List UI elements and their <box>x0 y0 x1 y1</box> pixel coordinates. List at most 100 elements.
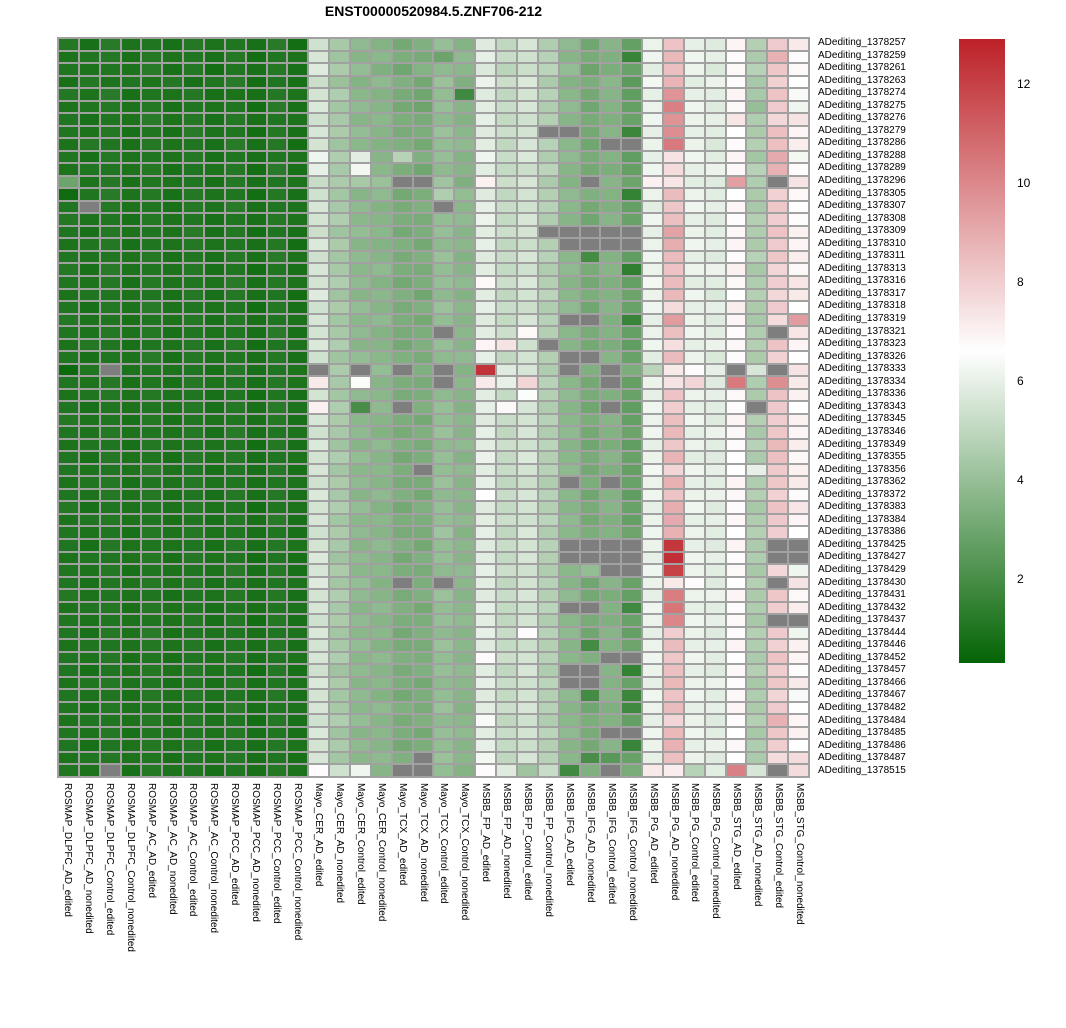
heatmap-cell <box>601 289 621 301</box>
heatmap-cell <box>455 527 475 539</box>
heatmap-cell <box>371 715 391 726</box>
heatmap-cell <box>351 640 370 651</box>
heatmap-cell <box>747 414 767 426</box>
heatmap-cell <box>726 101 746 113</box>
heatmap-cell <box>163 139 183 150</box>
heatmap-cell <box>434 226 454 238</box>
heatmap-cell <box>538 176 558 188</box>
heatmap-cell <box>538 214 558 225</box>
col-label: ROSMAP_AC_AD_edited <box>145 783 157 899</box>
heatmap-cell <box>288 176 308 188</box>
heatmap-cell <box>309 627 329 639</box>
heatmap-cell <box>726 677 746 689</box>
heatmap-cell <box>121 702 141 714</box>
heatmap-cell <box>267 239 287 250</box>
heatmap-cell <box>684 201 704 213</box>
heatmap-cell <box>142 602 162 614</box>
heatmap-cell <box>747 715 767 726</box>
heatmap-cell <box>163 389 183 401</box>
heatmap-cell <box>789 214 808 225</box>
heatmap-cell <box>559 327 579 338</box>
heatmap-cell <box>768 514 788 526</box>
heatmap-cell <box>371 176 391 188</box>
heatmap-cell <box>580 314 600 326</box>
heatmap-cell <box>246 427 266 438</box>
heatmap-cell <box>205 527 224 539</box>
heatmap-cell <box>392 289 412 301</box>
heatmap-cell <box>684 176 704 188</box>
heatmap-cell <box>330 715 350 726</box>
heatmap-cell <box>497 377 516 388</box>
heatmap-cell <box>726 201 746 213</box>
col-label: ROSMAP_PCC_Control_edited <box>271 783 283 924</box>
heatmap-cell <box>142 477 162 488</box>
heatmap-cell <box>205 665 224 676</box>
heatmap-cell <box>663 464 683 476</box>
heatmap-cell <box>768 314 788 326</box>
heatmap-cell <box>517 527 537 539</box>
heatmap-cell <box>267 101 287 113</box>
heatmap-cell <box>789 289 808 301</box>
heatmap-cell <box>622 226 642 238</box>
heatmap-cell <box>205 552 224 564</box>
heatmap-cell <box>497 226 516 238</box>
heatmap-cell <box>434 590 454 601</box>
heatmap-cell <box>351 552 370 564</box>
heatmap-cell <box>246 214 266 225</box>
heatmap-cell <box>497 527 516 539</box>
heatmap-cell <box>330 251 350 263</box>
heatmap-cell <box>100 189 120 200</box>
heatmap-cell <box>184 677 204 689</box>
row-label: ADediting_1378261 <box>818 62 906 74</box>
heatmap-cell <box>121 239 141 250</box>
heatmap-cell <box>205 89 224 100</box>
heatmap-cell <box>205 289 224 301</box>
col-label: MSBB_IFG_Control_edited <box>605 783 617 905</box>
heatmap-cell <box>309 715 329 726</box>
heatmap-cell <box>497 302 516 313</box>
col-label: ROSMAP_AC_AD_nonedited <box>166 783 178 915</box>
heatmap-cell <box>663 690 683 701</box>
heatmap-cell <box>351 452 370 463</box>
heatmap-cell <box>309 251 329 263</box>
heatmap-cell <box>163 527 183 539</box>
heatmap-cell <box>684 151 704 163</box>
heatmap-cell <box>142 590 162 601</box>
heatmap-cell <box>392 565 412 576</box>
heatmap-cell <box>705 151 725 163</box>
heatmap-cell <box>79 439 99 451</box>
heatmap-cell <box>267 389 287 401</box>
heatmap-cell <box>79 527 99 539</box>
heatmap-cell <box>121 264 141 275</box>
row-label: ADediting_1378466 <box>818 676 906 688</box>
heatmap-cell <box>455 364 475 376</box>
heatmap-cell <box>309 101 329 113</box>
heatmap-cell <box>517 189 537 200</box>
heatmap-cell <box>351 427 370 438</box>
heatmap-cell <box>392 139 412 150</box>
heatmap-cell <box>392 477 412 488</box>
heatmap-cell <box>267 264 287 275</box>
heatmap-cell <box>205 389 224 401</box>
heatmap-cell <box>559 239 579 250</box>
heatmap-cell <box>392 389 412 401</box>
heatmap-cell <box>789 89 808 100</box>
heatmap-cell <box>288 314 308 326</box>
heatmap-cell <box>705 389 725 401</box>
heatmap-cell <box>413 602 433 614</box>
heatmap-cell <box>288 352 308 363</box>
heatmap-cell <box>330 627 350 639</box>
heatmap-cell <box>726 51 746 63</box>
heatmap-cell <box>288 489 308 501</box>
heatmap-cell <box>225 176 245 188</box>
heatmap-cell <box>601 389 621 401</box>
heatmap-cell <box>663 39 683 50</box>
heatmap-cell <box>601 176 621 188</box>
heatmap-cell <box>205 740 224 751</box>
heatmap-cell <box>371 364 391 376</box>
heatmap-cell <box>434 189 454 200</box>
col-label: Mayo_CER_AD_edited <box>312 783 324 887</box>
heatmap-cell <box>205 615 224 626</box>
heatmap-cell <box>684 665 704 676</box>
heatmap-cell <box>684 114 704 125</box>
